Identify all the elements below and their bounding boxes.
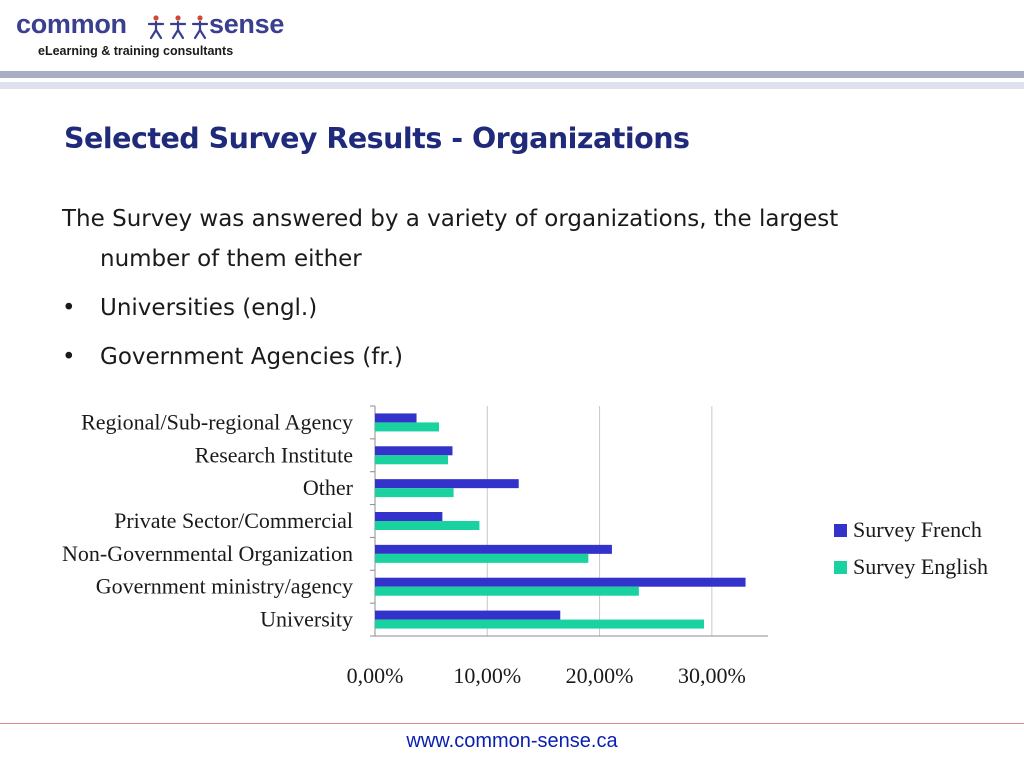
bar-english (375, 586, 639, 596)
bar-french (375, 479, 519, 489)
bar-french (375, 413, 417, 423)
bullet-dot: • (62, 295, 76, 321)
logo-tagline: eLearning & training consultants (38, 44, 234, 58)
bar-english (375, 521, 480, 530)
bar-english (375, 455, 448, 465)
bullet-item: • Universities (engl.) (62, 288, 922, 328)
header-divider (0, 71, 1024, 78)
header-divider-light (0, 82, 1024, 89)
intro-paragraph: The Survey was answered by a variety of … (62, 206, 839, 272)
bar-french (375, 512, 443, 521)
legend-label: Survey French (853, 517, 982, 542)
chart-canvas: Regional/Sub-regional Agency Research Ins… (62, 405, 988, 688)
slide-title: Selected Survey Results - Organizations (64, 122, 690, 155)
x-tick-label: 10,00% (453, 663, 521, 688)
company-logo: common sense (16, 8, 316, 64)
bar-english (375, 422, 440, 432)
x-tick-label: 30,00% (678, 663, 746, 688)
legend-label: Survey English (853, 554, 988, 579)
bar-chart: Regional/Sub-regional Agency Research Ins… (0, 390, 1024, 705)
bullet-item: • Government Agencies (fr.) (62, 337, 922, 377)
logo-name-part2: sense (209, 9, 285, 39)
footer-divider (0, 723, 1024, 724)
footer-url[interactable]: www.common-sense.ca (406, 730, 618, 752)
bar-french (375, 610, 561, 620)
bullet-text: Universities (engl.) (100, 295, 318, 321)
bar-french (375, 544, 612, 554)
bar-english (375, 488, 454, 498)
x-tick-label: 20,00% (566, 663, 634, 688)
legend-swatch (834, 524, 847, 537)
bar-french (375, 446, 453, 456)
category-label: Private Sector/Commercial (114, 508, 353, 533)
bar-french (375, 577, 746, 587)
slide-body: The Survey was answered by a variety of … (62, 199, 922, 377)
category-label: Government ministry/agency (96, 574, 353, 599)
bar-english (375, 619, 704, 629)
bar-english (375, 553, 589, 563)
x-tick-label: 0,00% (347, 663, 404, 688)
category-label: Regional/Sub-regional Agency (81, 409, 353, 434)
people-icon (148, 15, 209, 40)
logo-name-part1: common (16, 9, 127, 39)
category-label: Non-Governmental Organization (62, 541, 353, 566)
category-label: University (260, 607, 353, 632)
category-label: Research Institute (195, 442, 353, 467)
legend-swatch (834, 561, 847, 574)
bullet-text: Government Agencies (fr.) (100, 344, 403, 370)
category-label: Other (303, 475, 354, 500)
bullet-dot: • (62, 344, 76, 370)
